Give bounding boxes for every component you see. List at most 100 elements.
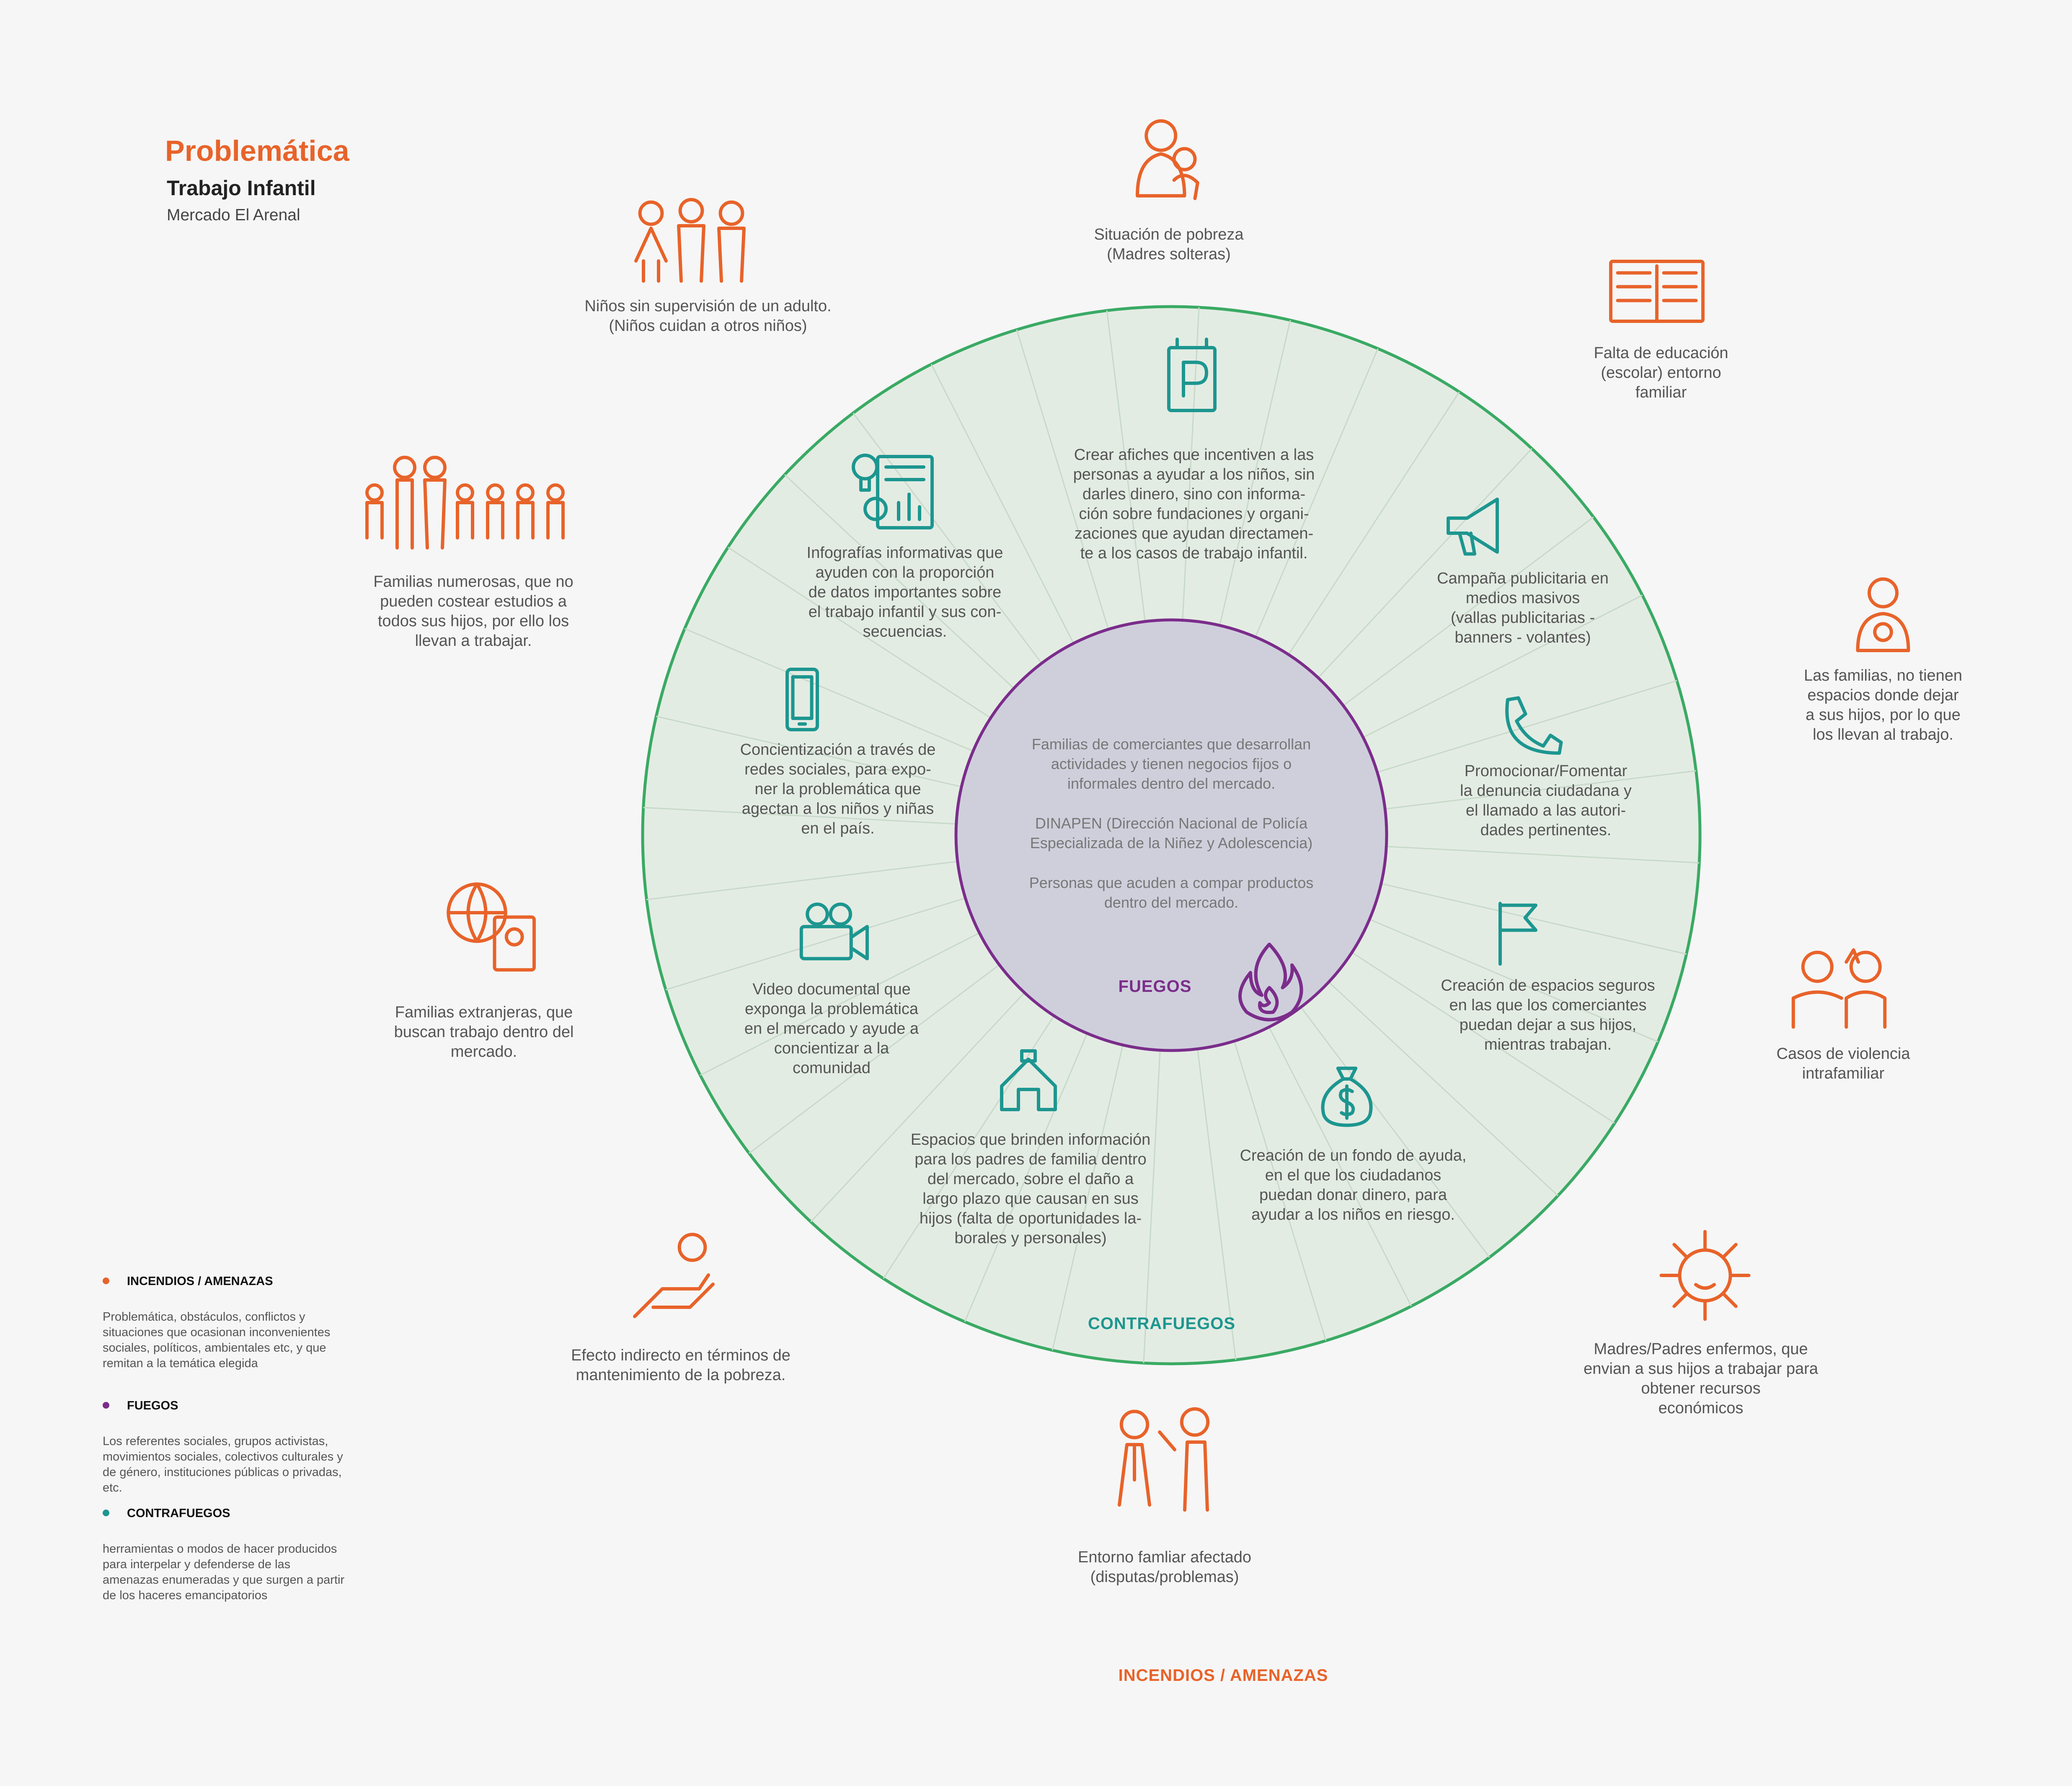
contrafuego-label-line: ayuden con la proporción — [815, 564, 995, 581]
contrafuego-label-line: ayudar a los niños en riesgo. — [1251, 1206, 1455, 1223]
legend-description: herramientas o modos de hacer producidos… — [103, 1541, 404, 1603]
contrafuego-label-line: en el país. — [801, 820, 875, 837]
contrafuego-label-line: hijos (falta de oportunidades la- — [919, 1210, 1142, 1227]
fuegos-paragraph: DINAPEN (Dirección Nacional de Policía Es… — [1029, 813, 1313, 853]
spoke-line — [930, 364, 1074, 644]
house-icon — [1000, 1049, 1057, 1112]
legend-title-text: CONTRAFUEGOS — [127, 1507, 230, 1520]
spoke-line — [1377, 680, 1677, 773]
contrafuego-label-line: puedan donar dinero, para — [1259, 1186, 1447, 1204]
flag-icon — [1498, 902, 1537, 966]
legend-description: Problemática, obstáculos, conflictos y si… — [103, 1309, 404, 1371]
video-camera-icon — [799, 902, 869, 960]
megaphone-icon — [1446, 497, 1499, 556]
threat-label: Niños sin supervisión de un adulto. (Niño… — [584, 297, 831, 336]
threat-label-line: económicos — [1658, 1399, 1744, 1417]
spoke-line — [749, 964, 1000, 1154]
children-group-icon — [634, 198, 746, 283]
fuegos-line: dentro del mercado. — [1104, 894, 1239, 911]
spoke-line — [1386, 846, 1700, 864]
threat-label: Las familias, no tienen espacios donde de… — [1804, 666, 1962, 745]
threat-label-line: mercado. — [450, 1043, 517, 1061]
contrafuego-label: Creación de espacios seguros en las que l… — [1441, 976, 1655, 1055]
legend-title-text: INCENDIOS / AMENAZAS — [127, 1275, 273, 1288]
spoke-line — [1288, 391, 1460, 655]
phone-icon — [1505, 696, 1563, 755]
contrafuego-label-line: agectan a los niños y niñas — [741, 800, 934, 818]
legend-title: CONTRAFUEGOS — [103, 1507, 438, 1520]
threat-label: Familias numerosas, que no pueden costear… — [373, 572, 573, 651]
threat-label-line: Madres/Padres enfermos, que — [1594, 1340, 1808, 1358]
open-book-icon — [1609, 260, 1705, 323]
contrafuego-label-line: en las que los comerciantes — [1449, 996, 1647, 1014]
icon-layer — [365, 119, 1910, 1512]
contrafuego-label-line: Concientización a través de — [740, 741, 936, 759]
legend-item: FUEGOS Los referentes sociales, grupos ac… — [103, 1399, 438, 1496]
fuegos-core — [954, 618, 1388, 1052]
money-bag-icon — [1321, 1066, 1373, 1127]
contrafuego-label-line: darles dinero, sino con informa- — [1082, 485, 1306, 503]
threat-label-line: (Niños cuidan a otros niños) — [609, 317, 807, 335]
contrafuego-label-line: ner la problemática que — [754, 780, 921, 798]
threat-label: Efecto indirecto en términos de mantenimi… — [571, 1346, 791, 1385]
contrafuego-label: Video documental que exponga la problemát… — [744, 980, 919, 1078]
contrafuego-label-line: el llamado a las autori- — [1465, 802, 1626, 819]
threat-label-line: los llevan al trabajo. — [1813, 726, 1953, 743]
contrafuego-label-line: el trabajo infantil y sus con- — [808, 603, 1002, 621]
contrafuego-label-line: largo plazo que causan en sus — [922, 1190, 1139, 1208]
contrafuego-label-line: medios masivos — [1465, 589, 1580, 607]
contrafuego-label-line: ción sobre fundaciones y organi- — [1079, 505, 1309, 523]
contrafuego-label-line: Espacios que brinden información — [910, 1131, 1151, 1149]
legend-description-line: remitan a la temática elegida — [103, 1357, 258, 1370]
spoke-line — [1269, 1027, 1412, 1307]
contrafuego-label: Crear afiches que incentiven a las person… — [1073, 445, 1315, 563]
contrafuego-label: Concientización a través de redes sociale… — [740, 740, 936, 839]
arguing-couple-icon — [1117, 1407, 1210, 1512]
threat-label-line: Falta de educación — [1594, 344, 1728, 362]
threat-label-line: (Madres solteras) — [1107, 245, 1231, 263]
threat-label-line: Casos de violencia — [1776, 1045, 1910, 1063]
legend-item: INCENDIOS / AMENAZAS Problemática, obstác… — [103, 1275, 438, 1371]
fire-icon — [1238, 942, 1303, 1022]
contrafuego-label-line: en el mercado y ayude a — [744, 1020, 919, 1038]
contrafuego-label: Espacios que brinden información para los… — [911, 1130, 1150, 1248]
legend-description-line: movimientos sociales, colectivos cultura… — [103, 1450, 343, 1463]
legend-description-line: herramientas o modos de hacer producidos — [103, 1542, 337, 1556]
spoke-line — [700, 932, 980, 1076]
contrafuego-label-line: Creación de espacios seguros — [1441, 977, 1655, 994]
contrafuego-label-line: Campaña publicitaria en — [1437, 570, 1609, 587]
threat-label: Casos de violencia intrafamiliar — [1777, 1044, 1910, 1084]
contrafuego-label-line: Crear afiches que incentiven a las — [1074, 446, 1314, 464]
threat-label-line: pueden costear estudios a — [380, 593, 567, 610]
spoke-line — [1052, 1045, 1124, 1350]
contrafuego-label-line: borales y personales) — [954, 1229, 1107, 1247]
globe-passport-icon — [447, 882, 536, 972]
threat-label-line: Entorno famliar afectado — [1077, 1549, 1252, 1566]
threat-label-line: mantenimiento de la pobreza. — [576, 1366, 786, 1384]
incendios-label: INCENDIOS / AMENAZAS — [1118, 1666, 1328, 1685]
spoke-line — [810, 992, 1025, 1222]
spoke-line — [1182, 307, 1200, 620]
threat-label-line: intrafamiliar — [1802, 1065, 1885, 1082]
spoke-line — [853, 413, 1042, 664]
contrafuego-label-line: Promocionar/Fomentar — [1464, 762, 1628, 780]
legend-item: CONTRAFUEGOS herramientas o modos de hace… — [103, 1507, 438, 1603]
mother-child-icon — [1136, 119, 1199, 200]
contrafuego-label-line: concientizar a la — [774, 1040, 889, 1057]
contrafuego-label: Creación de un fondo de ayuda, en el que … — [1240, 1146, 1467, 1225]
poster-icon — [1167, 338, 1217, 412]
legend-description-line: sociales, políticos, ambientales etc, y … — [103, 1341, 326, 1355]
legend-dot — [103, 1402, 109, 1409]
spoke-line — [1343, 516, 1594, 706]
legend-title: INCENDIOS / AMENAZAS — [103, 1275, 438, 1288]
page-subtitle: Trabajo Infantil — [167, 176, 316, 200]
legend-description-line: para interpelar y defenderse de las — [103, 1558, 291, 1571]
contrafuego-label-line: secuencias. — [863, 623, 947, 640]
fuegos-line: informales dentro del mercado. — [1067, 775, 1276, 792]
contrafuego-label-line: Infografías informativas que — [806, 544, 1003, 562]
spoke-line — [1369, 919, 1659, 1043]
spoke-line — [1328, 981, 1558, 1196]
threat-label-line: (escolar) entorno — [1601, 364, 1721, 382]
large-family-icon — [365, 455, 565, 550]
